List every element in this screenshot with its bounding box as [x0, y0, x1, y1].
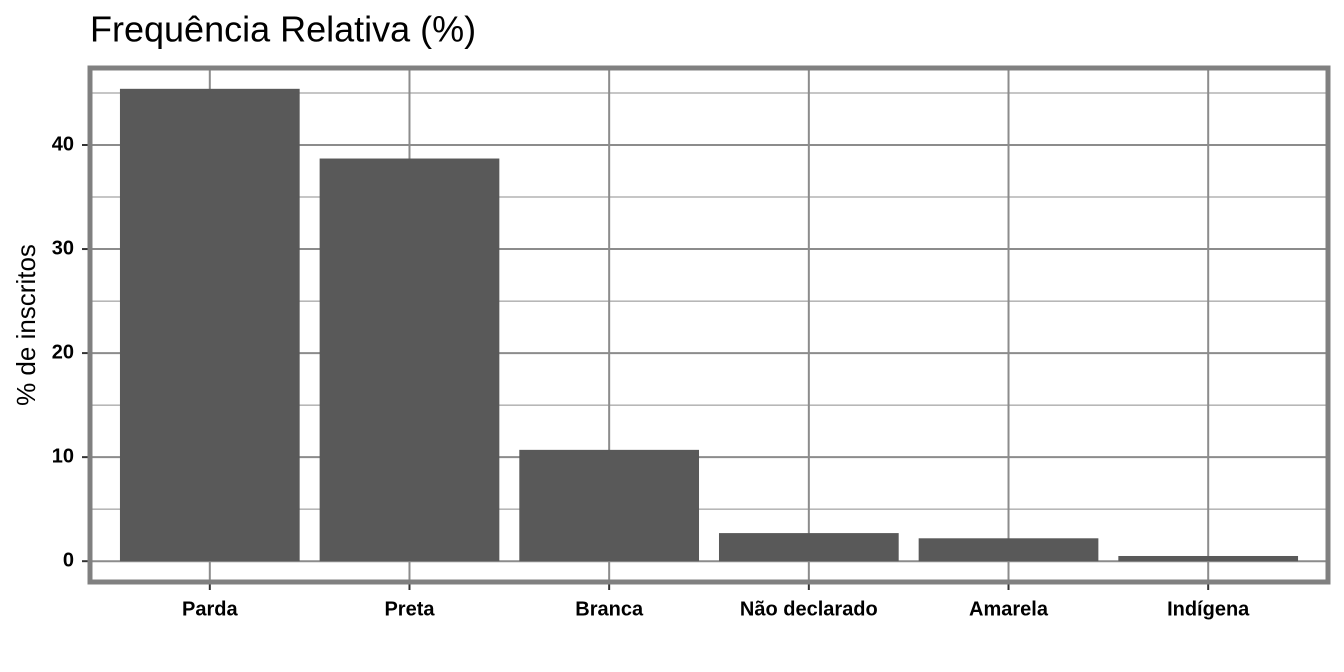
bar [718, 533, 899, 562]
bar [319, 158, 500, 562]
x-tick-label: Indígena [1167, 598, 1250, 620]
x-tick-label: Parda [182, 598, 238, 620]
panel-border [87, 65, 1331, 585]
y-axis-label: % de inscritos [11, 244, 41, 406]
chart-title: Frequência Relativa (%) [90, 9, 476, 50]
bar [918, 538, 1099, 562]
bar [519, 449, 700, 562]
y-tick-label: 10 [52, 445, 74, 467]
y-tick-label: 0 [63, 549, 74, 571]
bar [1118, 555, 1299, 562]
x-tick-label: Preta [384, 598, 435, 620]
y-tick-label: 20 [52, 341, 74, 363]
x-tick-label: Amarela [969, 598, 1049, 620]
x-tick-label: Não declarado [740, 598, 878, 620]
y-tick-label: 30 [52, 237, 74, 259]
y-tick-label: 40 [52, 133, 74, 155]
x-tick-label: Branca [575, 598, 644, 620]
bar [119, 88, 300, 562]
